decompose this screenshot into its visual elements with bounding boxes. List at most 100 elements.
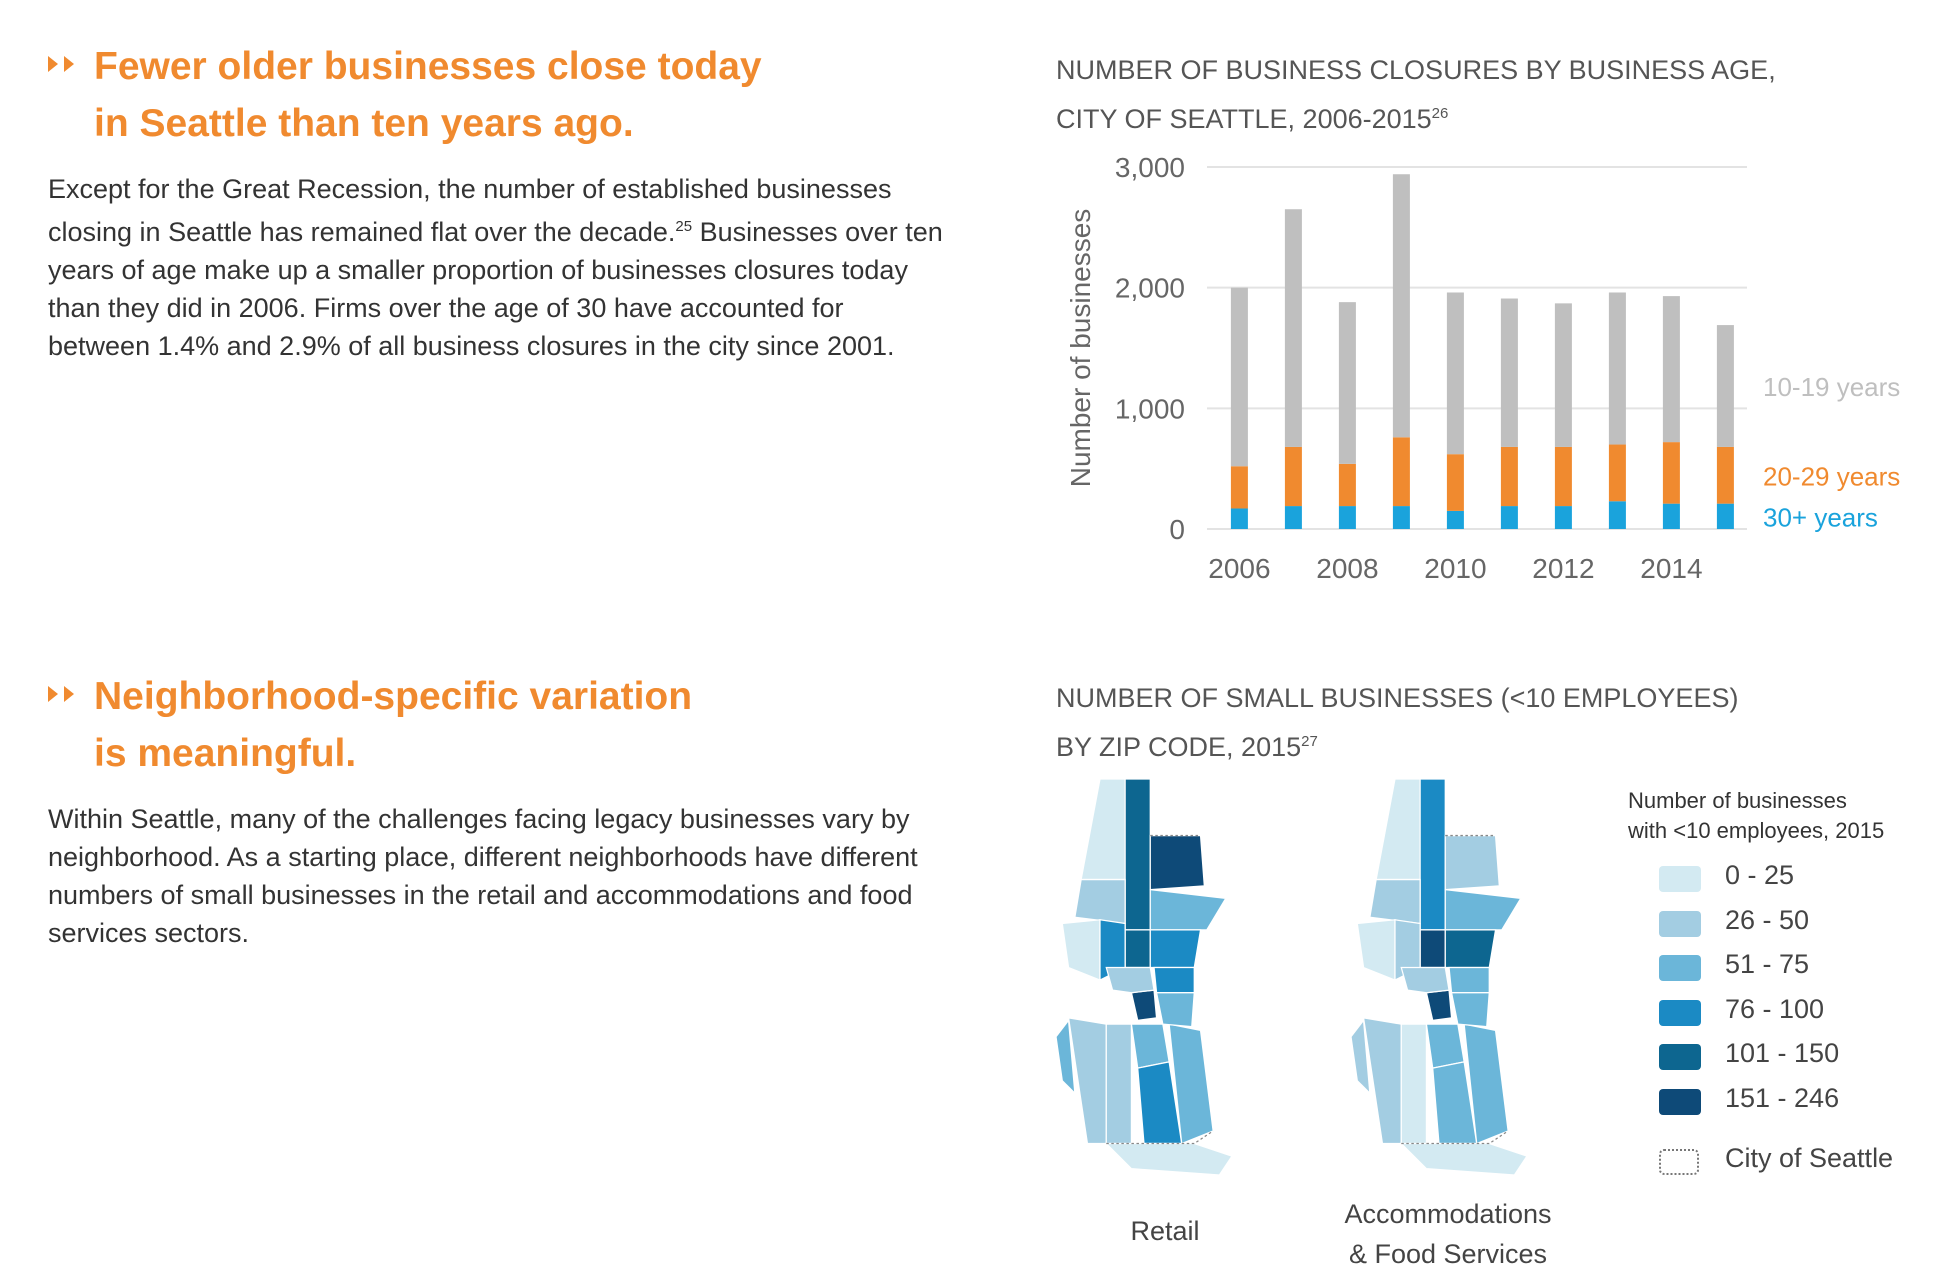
bar-segment <box>1608 444 1626 502</box>
label-line: Accommodations <box>1344 1199 1552 1229</box>
footnote-ref: 25 <box>675 218 693 235</box>
legend-title-line: with <10 employees, 2015 <box>1628 818 1885 843</box>
bar-segment <box>1446 292 1464 455</box>
heading-line: Neighborhood-specific variation <box>94 675 693 718</box>
map-label: Retail <box>1015 1211 1315 1251</box>
zip-region <box>1130 989 1158 1022</box>
text: Except for the Great Recession, the numb… <box>48 174 892 247</box>
series-label: 20-29 years <box>1763 461 1900 491</box>
legend-label: 76 - 100 <box>1725 993 1825 1024</box>
bar-segment <box>1230 508 1248 529</box>
legend-swatch <box>1659 1044 1701 1071</box>
title-line: NUMBER OF SMALL BUSINESSES (<10 EMPLOYEE… <box>1056 683 1739 713</box>
zip-region <box>1105 966 1155 994</box>
series-label: 30+ years <box>1763 502 1878 532</box>
bar-segment <box>1716 325 1734 447</box>
bar-segment <box>1716 503 1734 529</box>
bar-segment <box>1446 454 1464 511</box>
paragraph: Except for the Great Recession, the numb… <box>48 170 948 365</box>
map-label: Accommodations & Food Services <box>1298 1194 1598 1274</box>
zip-region <box>1444 834 1500 891</box>
zip-region <box>1419 929 1446 969</box>
x-tick-label: 2010 <box>1424 553 1486 584</box>
x-tick-label: 2012 <box>1532 553 1594 584</box>
bar-segment <box>1554 446 1572 507</box>
zip-region <box>1425 989 1453 1022</box>
bar-segment <box>1716 446 1734 504</box>
zip-map <box>1350 778 1528 1176</box>
heading: Neighborhood-specific variation is meani… <box>94 668 692 782</box>
bullet-arrows <box>48 56 74 702</box>
bar-segment <box>1554 506 1572 529</box>
zip-region <box>1055 1018 1076 1095</box>
text: BY ZIP CODE, 2015 <box>1056 732 1302 762</box>
zip-region <box>1130 1023 1170 1069</box>
legend-label: 151 - 246 <box>1725 1083 1840 1113</box>
x-tick-label: 2006 <box>1208 553 1270 584</box>
bar-segment <box>1230 466 1248 509</box>
zip-region <box>1155 992 1195 1028</box>
bar-segment <box>1446 510 1464 529</box>
zip-region <box>1375 778 1421 881</box>
bar-chart: 0 1,000 2,000 3,000 2006 2008 2010 2012 2014 Numb… <box>1065 152 1900 584</box>
legend-label: 101 - 150 <box>1725 1038 1840 1069</box>
legend-swatch <box>1659 866 1701 892</box>
zip-region <box>1399 1142 1528 1176</box>
bar-segment <box>1662 442 1680 504</box>
legend-item: 101 - 150 <box>1659 1038 1919 1072</box>
zip-region <box>1425 1023 1465 1069</box>
zip-region <box>1450 992 1490 1028</box>
zip-region <box>1074 878 1126 925</box>
zip-region <box>1356 919 1396 982</box>
legend-label: 26 - 50 <box>1725 904 1810 935</box>
legend-item: 51 - 75 <box>1659 949 1919 983</box>
bar-segment <box>1392 506 1410 529</box>
legend-item: 26 - 50 <box>1659 905 1919 939</box>
bar-segment <box>1662 296 1680 443</box>
chart-title: NUMBER OF BUSINESS CLOSURES BY BUSINESS … <box>1056 48 1776 141</box>
zip-region <box>1400 966 1450 994</box>
bar-segment <box>1338 506 1356 529</box>
bar-segment <box>1500 298 1518 447</box>
zip-region <box>1350 1018 1371 1095</box>
legend-swatch <box>1659 1149 1699 1175</box>
text: CITY OF SEATTLE, 2006-2015 <box>1056 104 1432 134</box>
zip-region <box>1444 929 1497 969</box>
zip-map <box>1055 778 1233 1176</box>
zip-region <box>1104 1142 1233 1176</box>
zip-region <box>1448 966 1490 994</box>
zip-region <box>1149 888 1227 931</box>
heading-line: in Seattle than ten years ago. <box>94 102 634 145</box>
x-tick-label: 2014 <box>1640 553 1702 584</box>
zip-region <box>1400 1023 1428 1145</box>
zip-region <box>1419 778 1446 931</box>
legend-label: City of Seattle <box>1725 1143 1894 1173</box>
legend-title-line: Number of businesses <box>1628 788 1847 813</box>
bar-segment <box>1392 437 1410 507</box>
zip-region <box>1061 919 1101 982</box>
zip-region <box>1149 834 1205 891</box>
bar-segment <box>1662 503 1680 529</box>
bar-segment <box>1500 506 1518 529</box>
heading: Fewer older businesses close today in Se… <box>94 38 762 152</box>
legend-swatch <box>1659 910 1701 937</box>
bar-segment <box>1608 501 1626 529</box>
legend-swatch <box>1659 955 1701 982</box>
y-tick-label: 0 <box>1169 514 1185 545</box>
legend-label: 0 - 25 <box>1725 860 1795 890</box>
y-axis-label: Number of businesses <box>1065 209 1096 488</box>
zip-region <box>1463 1023 1509 1145</box>
label-line: Retail <box>1130 1216 1200 1246</box>
bar-segment <box>1338 302 1356 464</box>
map-title: NUMBER OF SMALL BUSINESSES (<10 EMPLOYEE… <box>1056 676 1738 769</box>
label-line: & Food Services <box>1348 1239 1548 1269</box>
bar-segment <box>1284 446 1302 507</box>
zip-region <box>1444 888 1522 931</box>
zip-region <box>1369 878 1421 925</box>
legend-item: City of Seattle <box>1659 1143 1919 1177</box>
legend-swatch <box>1659 999 1701 1026</box>
text: Businesses over ten years of age make up… <box>48 217 943 361</box>
zip-region <box>1153 966 1195 994</box>
